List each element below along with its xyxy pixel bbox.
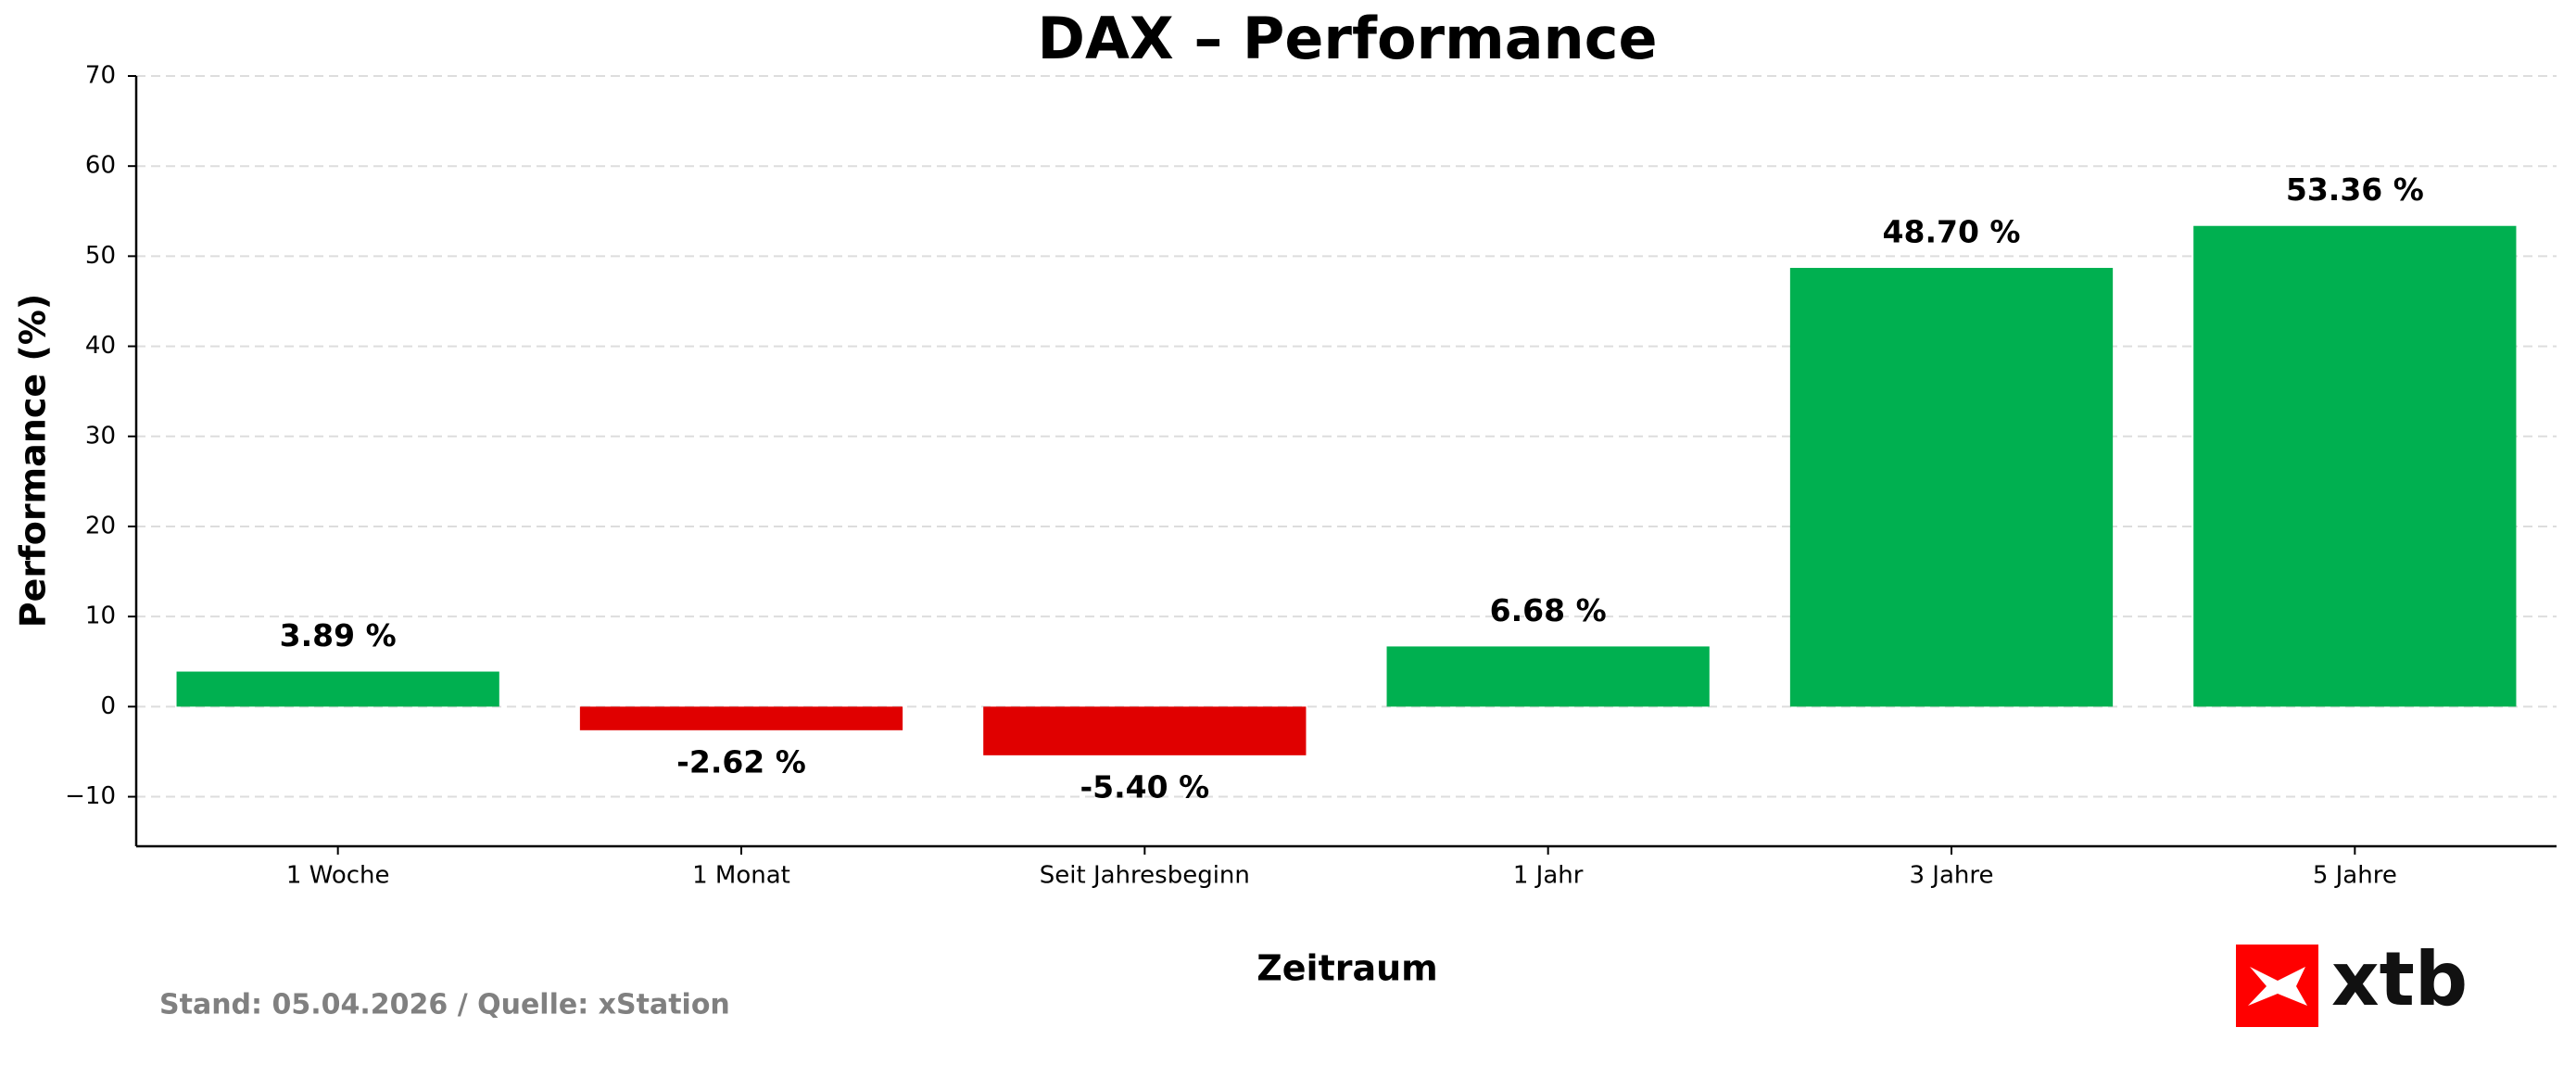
bar (176, 671, 499, 707)
bar (1789, 268, 2114, 707)
y-tick-label: 10 (85, 602, 116, 630)
bar (1386, 646, 1710, 707)
y-tick-label: 30 (85, 422, 116, 450)
x-tick-label: 1 Monat (692, 862, 790, 890)
x-tick-label: 3 Jahre (1910, 862, 1994, 890)
y-tick-label: 60 (85, 152, 116, 180)
y-tick-label: 0 (100, 692, 116, 720)
value-label: 3.89 % (280, 617, 397, 653)
y-tick-label: 50 (85, 242, 116, 270)
value-label: 6.68 % (1490, 592, 1607, 628)
y-axis-label: Performance (%) (13, 294, 54, 628)
value-label: 48.70 % (1883, 214, 2021, 250)
x-tick-label: 5 Jahre (2313, 862, 2397, 890)
bar (983, 706, 1307, 755)
logo-mark (2248, 967, 2307, 1006)
x-axis-label: Zeitraum (1256, 948, 1438, 989)
bar (579, 706, 903, 730)
logo-text: xtb (2331, 936, 2468, 1022)
value-label: -2.62 % (676, 743, 806, 780)
bar (2193, 225, 2517, 707)
value-label: -5.40 % (1080, 768, 1209, 805)
y-tick-label: −10 (65, 782, 116, 810)
y-tick-label: 40 (85, 332, 116, 360)
x-tick-label: Seit Jahresbeginn (1040, 862, 1250, 890)
value-label: 53.36 % (2286, 171, 2424, 208)
y-tick-label: 20 (85, 512, 116, 539)
chart-title: DAX – Performance (1037, 5, 1657, 72)
x-tick-label: 1 Jahr (1513, 862, 1584, 890)
y-tick-label: 70 (85, 62, 116, 90)
footnote: Stand: 05.04.2026 / Quelle: xStation (159, 989, 730, 1021)
x-tick-label: 1 Woche (286, 862, 390, 890)
